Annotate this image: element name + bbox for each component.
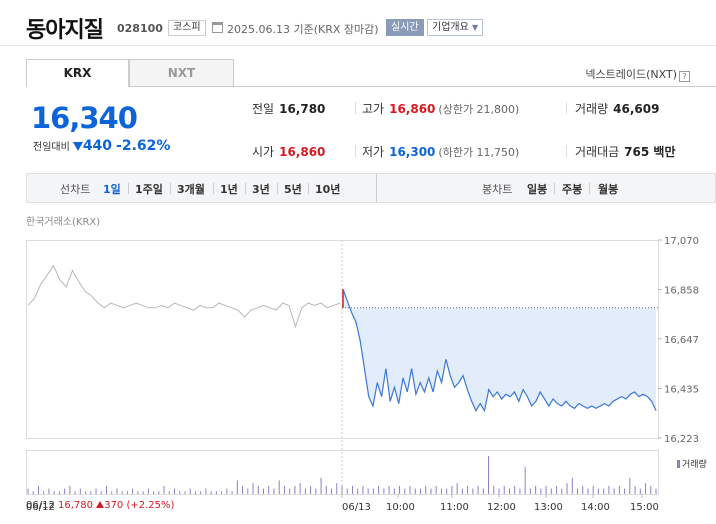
change-pct: -2.62% [116,138,171,154]
price-change: 전일대비 440 -2.62% [33,138,170,154]
up-triangle-icon [96,501,105,508]
prev-value: 16,780 [279,102,326,116]
upper-limit: (상한가 21,800) [438,103,520,116]
volume-label: 거래량 [575,102,609,116]
x-tick-label: 15:00 [630,502,659,513]
period-divider [277,183,278,194]
amount-value: 765 백만 [624,145,676,159]
prev-day-line [27,264,341,329]
period-bar: 선차트 1일 1주일 3개월 1년 3년 5년 10년 봉차트 일봉 주봉 월봉 [26,173,716,203]
y-tick-label: 16,858 [664,286,699,297]
date-info: 2025.06.13 기준(KRX 장마감) [227,23,379,36]
open-label: 시가 [252,145,275,159]
period-divider [170,183,171,194]
intraday-chart[interactable]: 17,070 16,858 16,647 16,435 16,223 06/12 06/13… [26,230,716,524]
tab-divider [234,86,716,87]
y-tick-label: 16,223 [664,434,699,445]
period-1w[interactable]: 1주일 [135,183,163,196]
info-low: 저가 16,300 (하한가 11,750) [362,143,519,160]
info-volume: 거래량 46,609 [575,100,659,117]
open-value: 16,860 [279,145,326,159]
prev-day-date: 06/12 [26,500,55,511]
change-label: 전일대비 [33,142,70,153]
stock-header: 동아지질 028100 코스피 2025.06.13 기준(KRX 장마감) 실… [0,0,716,46]
x-tick-label: 12:00 [487,502,516,513]
today-fill-area [343,289,656,411]
period-1d[interactable]: 1일 [103,183,121,196]
period-5y[interactable]: 5년 [284,183,302,196]
prev-label: 전일 [252,102,275,116]
amount-label: 거래대금 [575,145,620,159]
period-divider [213,183,214,194]
realtime-button[interactable]: 실시간 [386,19,424,36]
period-3m[interactable]: 3개월 [177,183,205,196]
chevron-down-icon: ▼ [472,23,479,32]
x-tick-label: 10:00 [386,502,415,513]
stock-name: 동아지질 [26,18,104,43]
tab-krx[interactable]: KRX [26,59,129,87]
info-divider [566,102,567,114]
company-info-label: 기업개요 [432,22,469,33]
lower-limit: (하한가 11,750) [438,146,520,159]
stock-code: 028100 [117,22,163,35]
down-triangle-icon [72,142,83,151]
x-tick-label: 13:00 [534,502,563,513]
prev-day-summary: 06/12 16,780 370 (+2.25%) [26,500,174,511]
period-divider [308,183,309,194]
candle-monthly[interactable]: 월봉 [598,183,619,196]
info-high: 고가 16,860 (상한가 21,800) [362,100,519,117]
info-open: 시가 16,860 [252,143,325,160]
chart-svg: 17,070 16,858 16,647 16,435 16,223 06/12 06/13… [26,236,699,513]
x-tick-label: 14:00 [581,502,610,513]
period-10y[interactable]: 10년 [315,183,341,196]
x-tick-label: 06/13 [342,502,371,513]
help-icon[interactable]: ? [679,71,690,82]
exchange-label: 한국거래소(KRX) [26,217,101,228]
period-divider [245,183,246,194]
x-tick-label: 11:00 [440,502,469,513]
x-tick-label: 06/12 [26,502,55,513]
nxt-link[interactable]: 넥스트레이드(NXT)? [585,66,690,82]
tab-nxt[interactable]: NXT [129,59,234,87]
info-divider [566,145,567,157]
calendar-icon [212,22,223,33]
info-divider [355,102,356,114]
info-divider [355,145,356,157]
candle-daily[interactable]: 일봉 [527,183,548,196]
company-info-button[interactable]: 기업개요 ▼ [427,19,484,36]
info-amount: 거래대금 765 백만 [575,143,675,160]
volume-swatch [677,460,680,468]
y-tick-label: 17,070 [664,236,699,247]
today-line [342,288,657,413]
line-chart-label: 선차트 [60,183,91,196]
volume-value: 46,609 [613,102,660,116]
period-divider [554,183,555,194]
low-label: 저가 [362,145,385,159]
nxt-link-label: 넥스트레이드(NXT) [585,68,677,81]
info-prev: 전일 16,780 [252,100,325,117]
high-label: 고가 [362,102,385,116]
period-3y[interactable]: 3년 [252,183,270,196]
prev-day-pct: (+2.25%) [126,500,175,511]
volume-legend: 거래량 [677,457,707,470]
period-1y[interactable]: 1년 [220,183,238,196]
period-divider [128,183,129,194]
period-divider [589,183,590,194]
candle-chart-label: 봉차트 [482,183,513,196]
current-price: 16,340 [31,101,138,135]
candle-weekly[interactable]: 주봉 [562,183,583,196]
volume-legend-label: 거래량 [682,460,707,470]
market-badge: 코스피 [168,20,206,36]
y-tick-label: 16,435 [664,384,699,395]
prev-day-close: 16,780 [58,500,94,511]
y-tick-label: 16,647 [664,335,699,346]
prev-day-change: 370 [104,500,124,511]
low-value: 16,300 [389,145,436,159]
change-abs: 440 [82,138,113,154]
section-divider [376,174,377,202]
high-value: 16,860 [389,102,436,116]
